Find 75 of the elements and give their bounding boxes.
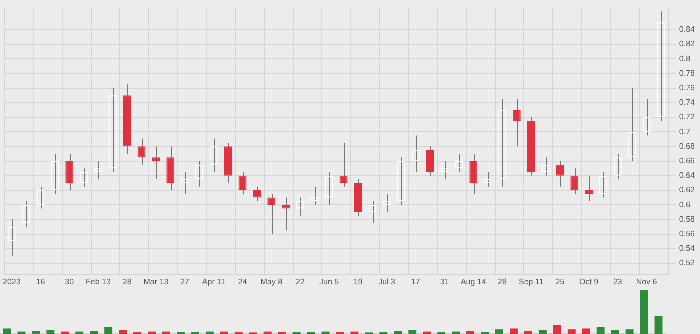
bar: [626, 330, 634, 334]
bar: [524, 331, 532, 334]
bar: [466, 331, 475, 334]
bar: [596, 327, 605, 334]
x-tick-label: Nov 6: [636, 277, 658, 286]
candlestick: [512, 98, 521, 148]
candlestick: [556, 160, 564, 188]
x-tick-label: 28: [498, 277, 508, 286]
x-tick-label: 22: [296, 277, 306, 286]
candlestick: [470, 153, 478, 195]
candlestick: [570, 168, 579, 195]
y-tick-label: 0.66: [679, 156, 696, 166]
y-tick-label: 0.7: [679, 127, 692, 136]
y-tick-label: 0.54: [679, 244, 696, 254]
y-tick-label: 0.78: [679, 68, 696, 78]
x-tick-label: Sep 11: [518, 277, 544, 286]
y-tick-label: 0.58: [679, 214, 696, 224]
y-tick-label: 0.76: [679, 83, 696, 92]
candlestick: [253, 186, 262, 202]
candlestick: [282, 197, 290, 232]
bar: [538, 330, 547, 334]
bar: [408, 330, 417, 334]
x-tick-label: 28: [122, 277, 132, 286]
bar: [104, 327, 113, 334]
candlestick: [166, 146, 175, 191]
x-tick-label: Oct 9: [580, 277, 600, 286]
candlestick: [152, 146, 160, 180]
y-tick-label: 0.74: [679, 98, 696, 108]
bar: [46, 330, 55, 334]
candlestick: [268, 194, 276, 235]
x-tick-label: 19: [354, 277, 364, 286]
bar: [568, 330, 576, 334]
x-tick-label: 16: [36, 277, 46, 286]
bar: [32, 331, 40, 334]
y-tick-label: 0.6: [679, 200, 692, 210]
y-tick-label: 0.56: [679, 229, 696, 238]
x-tick-label: 31: [440, 277, 450, 286]
bar: [119, 330, 128, 334]
y-tick-label: 0.8: [679, 54, 692, 64]
x-tick-label: 23: [613, 277, 623, 286]
bar: [510, 328, 518, 334]
y-tick-label: 0.84: [679, 25, 696, 34]
bar: [496, 330, 504, 334]
bar: [640, 290, 648, 334]
x-tick-label: 17: [411, 277, 421, 286]
x-tick-label: Feb 13: [86, 277, 112, 286]
y-tick-label: 0.82: [679, 40, 696, 49]
x-tick-label: 25: [556, 277, 566, 286]
x-tick-label: 24: [238, 277, 248, 286]
x-tick-label: Mar 13: [144, 277, 170, 286]
y-tick-label: 0.72: [679, 112, 696, 122]
x-tick-label: May 8: [260, 277, 284, 286]
x-tick-label: 27: [180, 277, 190, 286]
candlestick: [426, 146, 434, 176]
candlestick: [138, 138, 146, 166]
bar: [582, 328, 590, 334]
candlestick: [238, 172, 247, 195]
bar: [3, 328, 12, 334]
bar: [90, 331, 98, 334]
bar: [553, 325, 562, 334]
x-tick-label: 30: [65, 277, 75, 286]
y-tick-label: 0.62: [679, 186, 696, 195]
x-tick-label: Jul 3: [378, 277, 396, 286]
y-tick-label: 0.52: [679, 258, 696, 268]
candlestick: [585, 175, 594, 202]
y-tick-label: 0.64: [679, 171, 696, 180]
bar: [611, 330, 620, 334]
candlestick: [66, 153, 74, 191]
bar: [394, 331, 402, 334]
x-tick-label: Aug 14: [460, 277, 487, 286]
x-tick-label: Apr 11: [202, 277, 226, 286]
x-tick-label: 2023: [3, 277, 22, 286]
y-tick-label: 0.68: [679, 142, 696, 151]
bar: [654, 316, 663, 334]
x-tick-label: Jun 5: [320, 277, 340, 286]
